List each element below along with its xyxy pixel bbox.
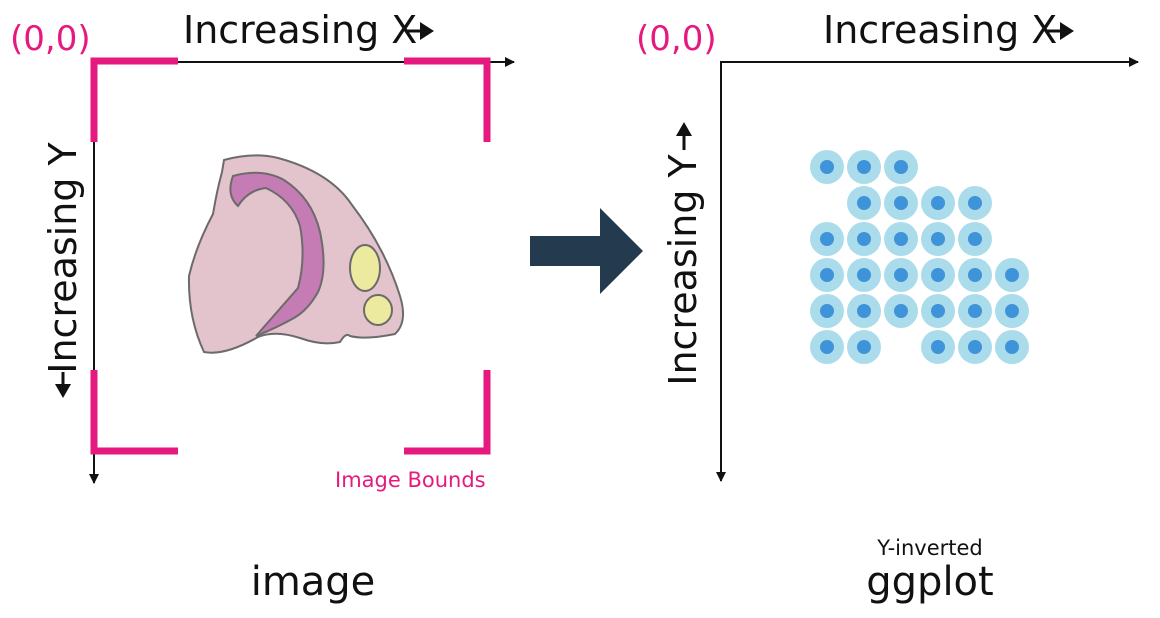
spot-inner	[1005, 268, 1019, 282]
spot-inner	[820, 268, 834, 282]
right-x-arrowhead	[1060, 22, 1074, 40]
tissue-section-icon	[187, 154, 405, 354]
spot-inner	[1005, 304, 1019, 318]
bounds-corner-top-right	[404, 57, 491, 142]
bounds-corner-bottom-left	[90, 370, 178, 455]
spot-inner	[894, 232, 908, 246]
spot-inner	[894, 196, 908, 210]
right-y-axis-label: Increasing Y	[661, 153, 705, 385]
spot-grid	[810, 150, 1029, 364]
spot-inner	[1005, 340, 1019, 354]
spot-inner	[820, 232, 834, 246]
right-y-arrowhead	[676, 122, 692, 136]
spot-inner	[931, 268, 945, 282]
spot-inner	[857, 304, 871, 318]
image-bounds	[90, 57, 491, 455]
spot-inner	[968, 232, 982, 246]
left-y-axis-label: Increasing Y	[41, 141, 85, 373]
tissue-outline	[187, 154, 405, 354]
spot-inner	[968, 268, 982, 282]
right-caption: ggplot	[866, 559, 993, 605]
spot-inner	[820, 304, 834, 318]
spot-inner	[968, 340, 982, 354]
spot-inner	[820, 160, 834, 174]
spot-inner	[857, 160, 871, 174]
left-x-axis-label: Increasing X	[183, 8, 417, 52]
spot-inner	[820, 340, 834, 354]
spot-inner	[894, 160, 908, 174]
left-panel: (0,0) Increasing X Increasing Y Image Bo…	[10, 8, 515, 605]
tissue-spot-lower	[363, 294, 393, 326]
right-subcaption: Y-inverted	[876, 536, 983, 560]
spot-inner	[857, 196, 871, 210]
spot-inner	[857, 268, 871, 282]
spot-inner	[931, 340, 945, 354]
left-caption: image	[251, 559, 376, 605]
left-origin-label: (0,0)	[10, 19, 91, 59]
spot-inner	[894, 304, 908, 318]
spot-inner	[931, 304, 945, 318]
right-arrow-icon	[530, 208, 643, 294]
spot-inner	[857, 232, 871, 246]
spot-inner	[894, 268, 908, 282]
right-x-axis-label: Increasing X	[823, 8, 1057, 52]
image-bounds-label: Image Bounds	[335, 468, 486, 492]
spot-inner	[857, 340, 871, 354]
right-panel: (0,0) Increasing X Increasing Y Y-invert…	[636, 8, 1139, 605]
bounds-corner-top-left	[90, 57, 178, 142]
spot-inner	[931, 196, 945, 210]
tissue-band	[229, 171, 325, 337]
spot-inner	[968, 196, 982, 210]
spot-inner	[968, 304, 982, 318]
spot-inner	[931, 232, 945, 246]
left-y-arrowhead	[55, 384, 71, 398]
right-origin-label: (0,0)	[636, 19, 717, 59]
bounds-corner-bottom-right	[404, 370, 491, 455]
tissue-spot-upper	[349, 244, 381, 292]
left-x-arrowhead	[420, 22, 434, 40]
